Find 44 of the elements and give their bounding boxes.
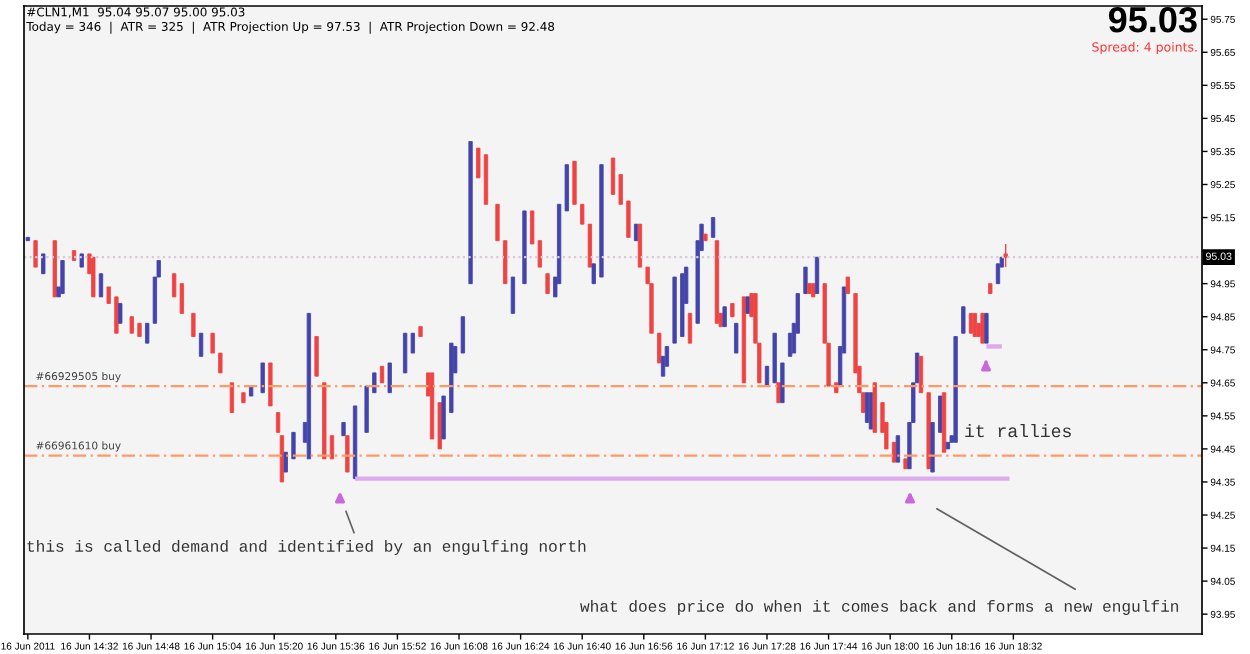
candlestick xyxy=(345,434,350,473)
candlestick xyxy=(522,210,527,285)
candlestick xyxy=(118,302,123,325)
candlestick xyxy=(468,140,473,285)
candlestick xyxy=(25,236,30,242)
candlestick xyxy=(687,312,693,344)
candlestick xyxy=(322,382,327,460)
candlestick xyxy=(734,322,739,354)
candlestick xyxy=(672,276,677,344)
candlestick xyxy=(968,312,974,334)
candlestick xyxy=(1003,243,1008,268)
candlestick xyxy=(306,312,312,460)
candlestick xyxy=(191,312,196,338)
candlestick xyxy=(868,392,874,430)
candlestick xyxy=(483,154,489,206)
candlestick xyxy=(599,163,604,278)
candlestick xyxy=(995,263,1001,285)
candlestick xyxy=(776,382,781,404)
candlestick xyxy=(279,434,285,483)
annotation: this is called demand and identified by an engulfing north xyxy=(27,540,586,556)
annotation: 95.03 xyxy=(1108,6,1197,33)
candlestick xyxy=(352,405,358,480)
candlestick xyxy=(41,253,46,275)
candlestick xyxy=(872,382,877,434)
candlestick xyxy=(268,362,273,407)
candlestick xyxy=(545,273,550,295)
candlestick xyxy=(379,365,385,384)
annotation: what does price do when it comes back and forms a new engulfin xyxy=(580,600,1179,616)
candlestick xyxy=(260,362,265,394)
annotation: it rallies xyxy=(965,424,1071,438)
candlestick xyxy=(33,239,38,268)
candlestick xyxy=(941,392,947,453)
candlestick xyxy=(248,385,254,397)
candlestick xyxy=(60,259,65,295)
candlestick xyxy=(633,223,639,242)
candlestick xyxy=(984,312,989,344)
candlestick xyxy=(895,434,901,463)
candlestick xyxy=(402,332,408,374)
candlestick xyxy=(387,362,392,394)
candlestick xyxy=(961,306,966,334)
candlestick xyxy=(98,273,104,298)
candlestick xyxy=(945,441,951,450)
candlestick xyxy=(314,335,319,377)
candlestick xyxy=(91,256,96,298)
